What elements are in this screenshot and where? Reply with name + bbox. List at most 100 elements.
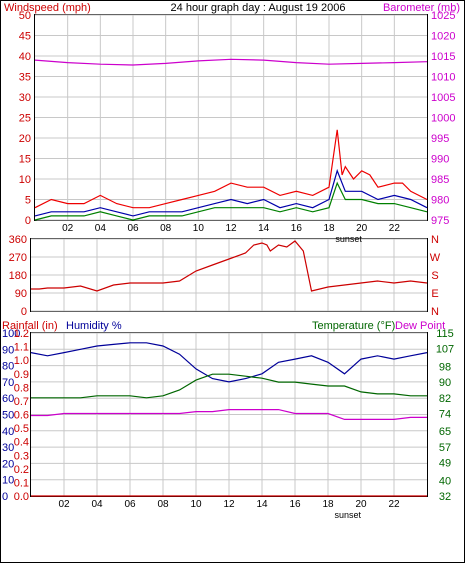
humidity-tick-label: 50 [2,410,14,422]
windspeed-tick-label: 10 [19,174,31,186]
rainfall-tick-label: 0.7 [14,396,29,408]
hour-tick-label: 02 [58,499,70,510]
rainfall-tick-label: 0.3 [14,450,29,462]
windspeed-tick-label: 20 [19,133,31,145]
direction-tick-label: 360 [9,234,27,246]
hour-tick-label: 04 [91,499,103,510]
humidity-tick-label: 30 [2,442,14,454]
windspeed-tick-label: 30 [19,92,31,104]
windspeed-tick-label: 15 [19,154,31,166]
humidity-tick-label: 60 [2,393,14,405]
windspeed-tick-label: 35 [19,72,31,84]
windspeed-tick-label: 50 [19,10,31,22]
humidity-tick-label: 10 [2,475,14,487]
direction-tick-label: 90 [15,288,27,300]
humidity-label: Humidity % [66,320,122,332]
temperature-tick-label: 65 [439,426,451,438]
hour-tick-label: 08 [157,499,169,510]
windspeed-tick-label: 5 [25,195,31,207]
rainfall-tick-label: 0.8 [14,382,29,394]
barometer-tick-label: 985 [431,174,449,186]
hour-tick-label: 14 [258,223,270,234]
series-barometer [34,58,428,66]
humidity-tick-label: 90 [2,344,14,356]
temperature-tick-label: 115 [436,328,454,340]
hour-tick-label: 22 [388,499,400,510]
rainfall-tick-label: 0.2 [14,464,29,476]
direction-tick-label: 270 [9,252,27,264]
rainfall-tick-label: 1.0 [14,355,29,367]
barometer-tick-label: 995 [431,133,449,145]
hour-tick-label: 18 [322,499,334,510]
rainfall-tick-label: 0.1 [14,477,29,489]
barometer-tick-label: 980 [431,195,449,207]
compass-label: S [431,270,438,282]
rainfall-tick-label: 1.2 [14,328,29,340]
series-minimum [34,181,428,221]
temperature-tick-label: 82 [439,393,451,405]
temperature-tick-label: 74 [439,409,451,421]
compass-label: W [430,252,441,264]
temperature-label: Temperature (°F) [312,320,395,332]
windspeed-title: Windspeed (mph) [4,2,91,14]
humidity-tick-label: 70 [2,377,14,389]
humidity-tick-label: 20 [2,458,14,470]
barometer-tick-label: 1010 [431,72,455,84]
hour-tick-label: 16 [291,223,303,234]
barometer-tick-label: 975 [431,215,449,227]
hour-tick-label: 10 [190,499,202,510]
series-dew-point [31,409,427,420]
windspeed-tick-label: 40 [19,51,31,63]
hour-tick-label: 20 [355,499,367,510]
compass-label: N [431,234,439,246]
temperature-tick-label: 107 [436,344,454,356]
hour-tick-label: 04 [95,223,107,234]
humidity-tick-label: 100 [2,328,20,340]
barometer-title: Barometer (mb) [383,2,460,14]
hour-tick-label: 08 [160,223,172,234]
rainfall-tick-label: 0.9 [14,369,29,381]
series-gust [34,129,428,209]
hour-tick-label: 18 [323,223,335,234]
hour-tick-label: 12 [223,499,235,510]
barometer-tick-label: 1025 [431,10,455,22]
rainfall-tick-label: 0.4 [14,437,29,449]
rainfall-label: Rainfall (in) [2,320,58,332]
barometer-tick-label: 1015 [431,51,455,63]
humidity-tick-label: 0 [2,491,8,503]
hour-tick-label: 10 [193,223,205,234]
windspeed-tick-label: 0 [25,215,31,227]
rainfall-tick-label: 0.0 [14,491,29,503]
temperature-tick-label: 57 [439,442,451,454]
temperature-tick-label: 98 [439,361,451,373]
hour-tick-label: 06 [124,499,136,510]
rainfall-tick-label: 0.5 [14,423,29,435]
hour-tick-label: 12 [225,223,237,234]
hour-tick-label: 22 [389,223,401,234]
temperature-tick-label: 90 [439,377,451,389]
compass-label: N [431,306,439,318]
humidity-tick-label: 80 [2,361,14,373]
hour-tick-label: 14 [256,499,268,510]
rainfall-tick-label: 1.1 [14,342,29,354]
direction-tick-label: 180 [9,270,27,282]
temperature-tick-label: 32 [439,491,451,503]
series-average [34,168,428,217]
humidity-tick-label: 40 [2,426,14,438]
series-wind-direction [31,240,428,292]
barometer-tick-label: 1005 [431,92,455,104]
sunset-label: sunset [335,510,362,520]
temperature-tick-label: 49 [439,458,451,470]
barometer-tick-label: 1020 [431,31,455,43]
barometer-tick-label: 990 [431,154,449,166]
rainfall-tick-label: 0.6 [14,410,29,422]
hour-tick-label: 02 [62,223,74,234]
temperature-tick-label: 40 [439,475,451,487]
compass-label: E [431,288,438,300]
sunset-label: sunset [335,234,362,244]
barometer-tick-label: 1000 [431,113,455,125]
graph-title: 24 hour graph day : August 19 2006 [171,2,346,14]
